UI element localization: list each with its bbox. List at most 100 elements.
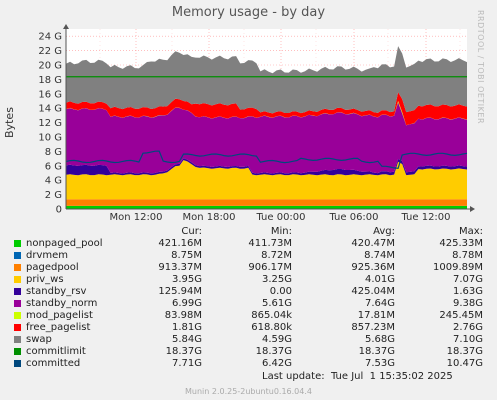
legend-header: Cur: Min: Avg: Max: xyxy=(12,226,492,238)
legend-name: commitlimit xyxy=(26,346,86,357)
legend-name: swap xyxy=(26,334,52,345)
legend-row-drvmem: drvmem 8.75M 8.72M 8.74M 8.78M xyxy=(12,250,492,262)
legend-row-standby_rsv: standby_rsv 125.94M 0.00 425.04M 1.63G xyxy=(12,286,492,298)
legend-name: nonpaged_pool xyxy=(26,238,103,249)
legend-name: committed xyxy=(26,358,81,369)
header-max: Max: xyxy=(458,226,483,237)
legend-row-pagedpool: pagedpool 913.37M 906.17M 925.36M 1009.89M xyxy=(12,262,492,274)
legend-name: priv_ws xyxy=(26,274,64,285)
header-avg: Avg: xyxy=(373,226,395,237)
legend-max: 1.63G xyxy=(452,286,483,297)
area-free_pagelist xyxy=(66,92,467,126)
legend-avg: 17.81M xyxy=(357,310,395,321)
legend-cur: 8.75M xyxy=(171,250,202,261)
legend-swatch xyxy=(14,324,21,331)
legend-swatch xyxy=(14,252,21,259)
y-tick-label: 22 G xyxy=(38,46,62,57)
x-tick-label: Tue 06:00 xyxy=(328,212,378,223)
legend-max: 7.10G xyxy=(452,334,483,345)
y-tick-label: 16 G xyxy=(38,89,62,100)
legend-swatch xyxy=(14,336,21,343)
legend-name: pagedpool xyxy=(26,262,79,273)
legend-min: 18.37G xyxy=(255,346,292,357)
legend-avg: 857.23M xyxy=(351,322,395,333)
legend-cur: 7.71G xyxy=(171,358,202,369)
area-priv_ws xyxy=(66,160,467,200)
legend-max: 10.47G xyxy=(446,358,483,369)
y-tick-label: 18 G xyxy=(38,75,62,86)
y-tick-label: 14 G xyxy=(38,104,62,115)
header-min: Min: xyxy=(270,226,292,237)
legend-min: 865.04k xyxy=(251,310,292,321)
legend-min: 906.17M xyxy=(248,262,292,273)
legend-cur: 421.16M xyxy=(158,238,202,249)
legend-swatch xyxy=(14,288,21,295)
legend-swatch xyxy=(14,300,21,307)
legend-avg: 4.01G xyxy=(364,274,395,285)
legend-swatch xyxy=(14,360,21,367)
legend-swatch xyxy=(14,264,21,271)
area-swap xyxy=(66,46,467,114)
legend-name: standby_norm xyxy=(26,298,98,309)
legend-row-swap: swap 5.84G 4.59G 5.68G 7.10G xyxy=(12,334,492,346)
x-ticks: Mon 12:00 Mon 18:00 Tue 00:00 Tue 06:00 Tue … xyxy=(109,212,450,223)
legend-row-mod_pagelist: mod_pagelist 83.98M 865.04k 17.81M 245.45M xyxy=(12,310,492,322)
x-tick-label: Mon 12:00 xyxy=(109,212,162,223)
line-committed xyxy=(65,150,468,169)
header-cur: Cur: xyxy=(181,226,202,237)
rrdtool-credit: RRDTOOL / TOBI OETIKER xyxy=(476,10,485,125)
legend-max: 2.76G xyxy=(452,322,483,333)
legend-avg: 8.74M xyxy=(364,250,395,261)
legend-cur: 1.81G xyxy=(171,322,202,333)
y-tick-label: 24 G xyxy=(38,32,62,43)
legend-avg: 425.04M xyxy=(351,286,395,297)
x-tick-label: Mon 18:00 xyxy=(182,212,235,223)
y-tick-label: 20 G xyxy=(38,61,62,72)
legend-min: 411.73M xyxy=(248,238,292,249)
y-tick-label: 8 G xyxy=(45,147,62,158)
legend-row-priv_ws: priv_ws 3.95G 3.25G 4.01G 7.07G xyxy=(12,274,492,286)
last-update: Last update: Tue Jul 1 15:35:02 2025 xyxy=(262,371,453,382)
legend-cur: 913.37M xyxy=(158,262,202,273)
area-standby_rsv xyxy=(66,158,467,176)
legend-swatch xyxy=(14,348,21,355)
legend-swatch xyxy=(14,240,21,247)
x-tick-label: Tue 00:00 xyxy=(255,212,305,223)
area-nonpaged_pool xyxy=(66,206,467,209)
y-ticks: 0 2 G 4 G 6 G 8 G 10 G 12 G 14 G 16 G 18 G 20 G 22 … xyxy=(38,32,62,216)
legend-cur: 83.98M xyxy=(164,310,202,321)
legend-cur: 6.99G xyxy=(171,298,202,309)
legend-cur: 18.37G xyxy=(165,346,202,357)
y-tick-label: 2 G xyxy=(45,190,62,201)
legend-row-standby_norm: standby_norm 6.99G 5.61G 7.64G 9.38G xyxy=(12,298,492,310)
y-tick-label: 12 G xyxy=(38,118,62,129)
legend-name: standby_rsv xyxy=(26,286,87,297)
legend-row-nonpaged_pool: nonpaged_pool 421.16M 411.73M 420.47M 425.33… xyxy=(12,238,492,250)
legend-min: 0.00 xyxy=(269,286,292,297)
legend-max: 18.37G xyxy=(446,346,483,357)
legend-cur: 3.95G xyxy=(171,274,202,285)
legend-min: 6.42G xyxy=(261,358,292,369)
y-tick-label: 6 G xyxy=(45,161,62,172)
line-series xyxy=(65,76,468,169)
area-pagedpool xyxy=(66,199,467,206)
legend-avg: 925.36M xyxy=(351,262,395,273)
legend-max: 7.07G xyxy=(452,274,483,285)
legend-min: 5.61G xyxy=(261,298,292,309)
area-standby_norm xyxy=(66,102,467,174)
y-axis-arrow xyxy=(63,24,69,29)
legend-name: free_pagelist xyxy=(26,322,91,333)
legend-row-commitlimit: commitlimit 18.37G 18.37G 18.37G 18.37G xyxy=(12,346,492,358)
chart-title: Memory usage - by day xyxy=(171,5,326,20)
legend-max: 245.45M xyxy=(439,310,483,321)
legend-row-committed: committed 7.71G 6.42G 7.53G 10.47G xyxy=(12,358,492,370)
y-tick-label: 10 G xyxy=(38,133,62,144)
legend-max: 1009.89M xyxy=(433,262,483,273)
legend-swatch xyxy=(14,276,21,283)
y-tick-label: 4 G xyxy=(45,176,62,187)
y-tick-label: 0 xyxy=(56,205,62,216)
legend-avg: 7.64G xyxy=(364,298,395,309)
legend-row-free_pagelist: free_pagelist 1.81G 618.80k 857.23M 2.76G xyxy=(12,322,492,334)
memory-chart: 0 2 G 4 G 6 G 8 G 10 G 12 G 14 G 16 G 18 G 20 G 22 … xyxy=(38,24,475,223)
legend-name: mod_pagelist xyxy=(26,310,93,321)
